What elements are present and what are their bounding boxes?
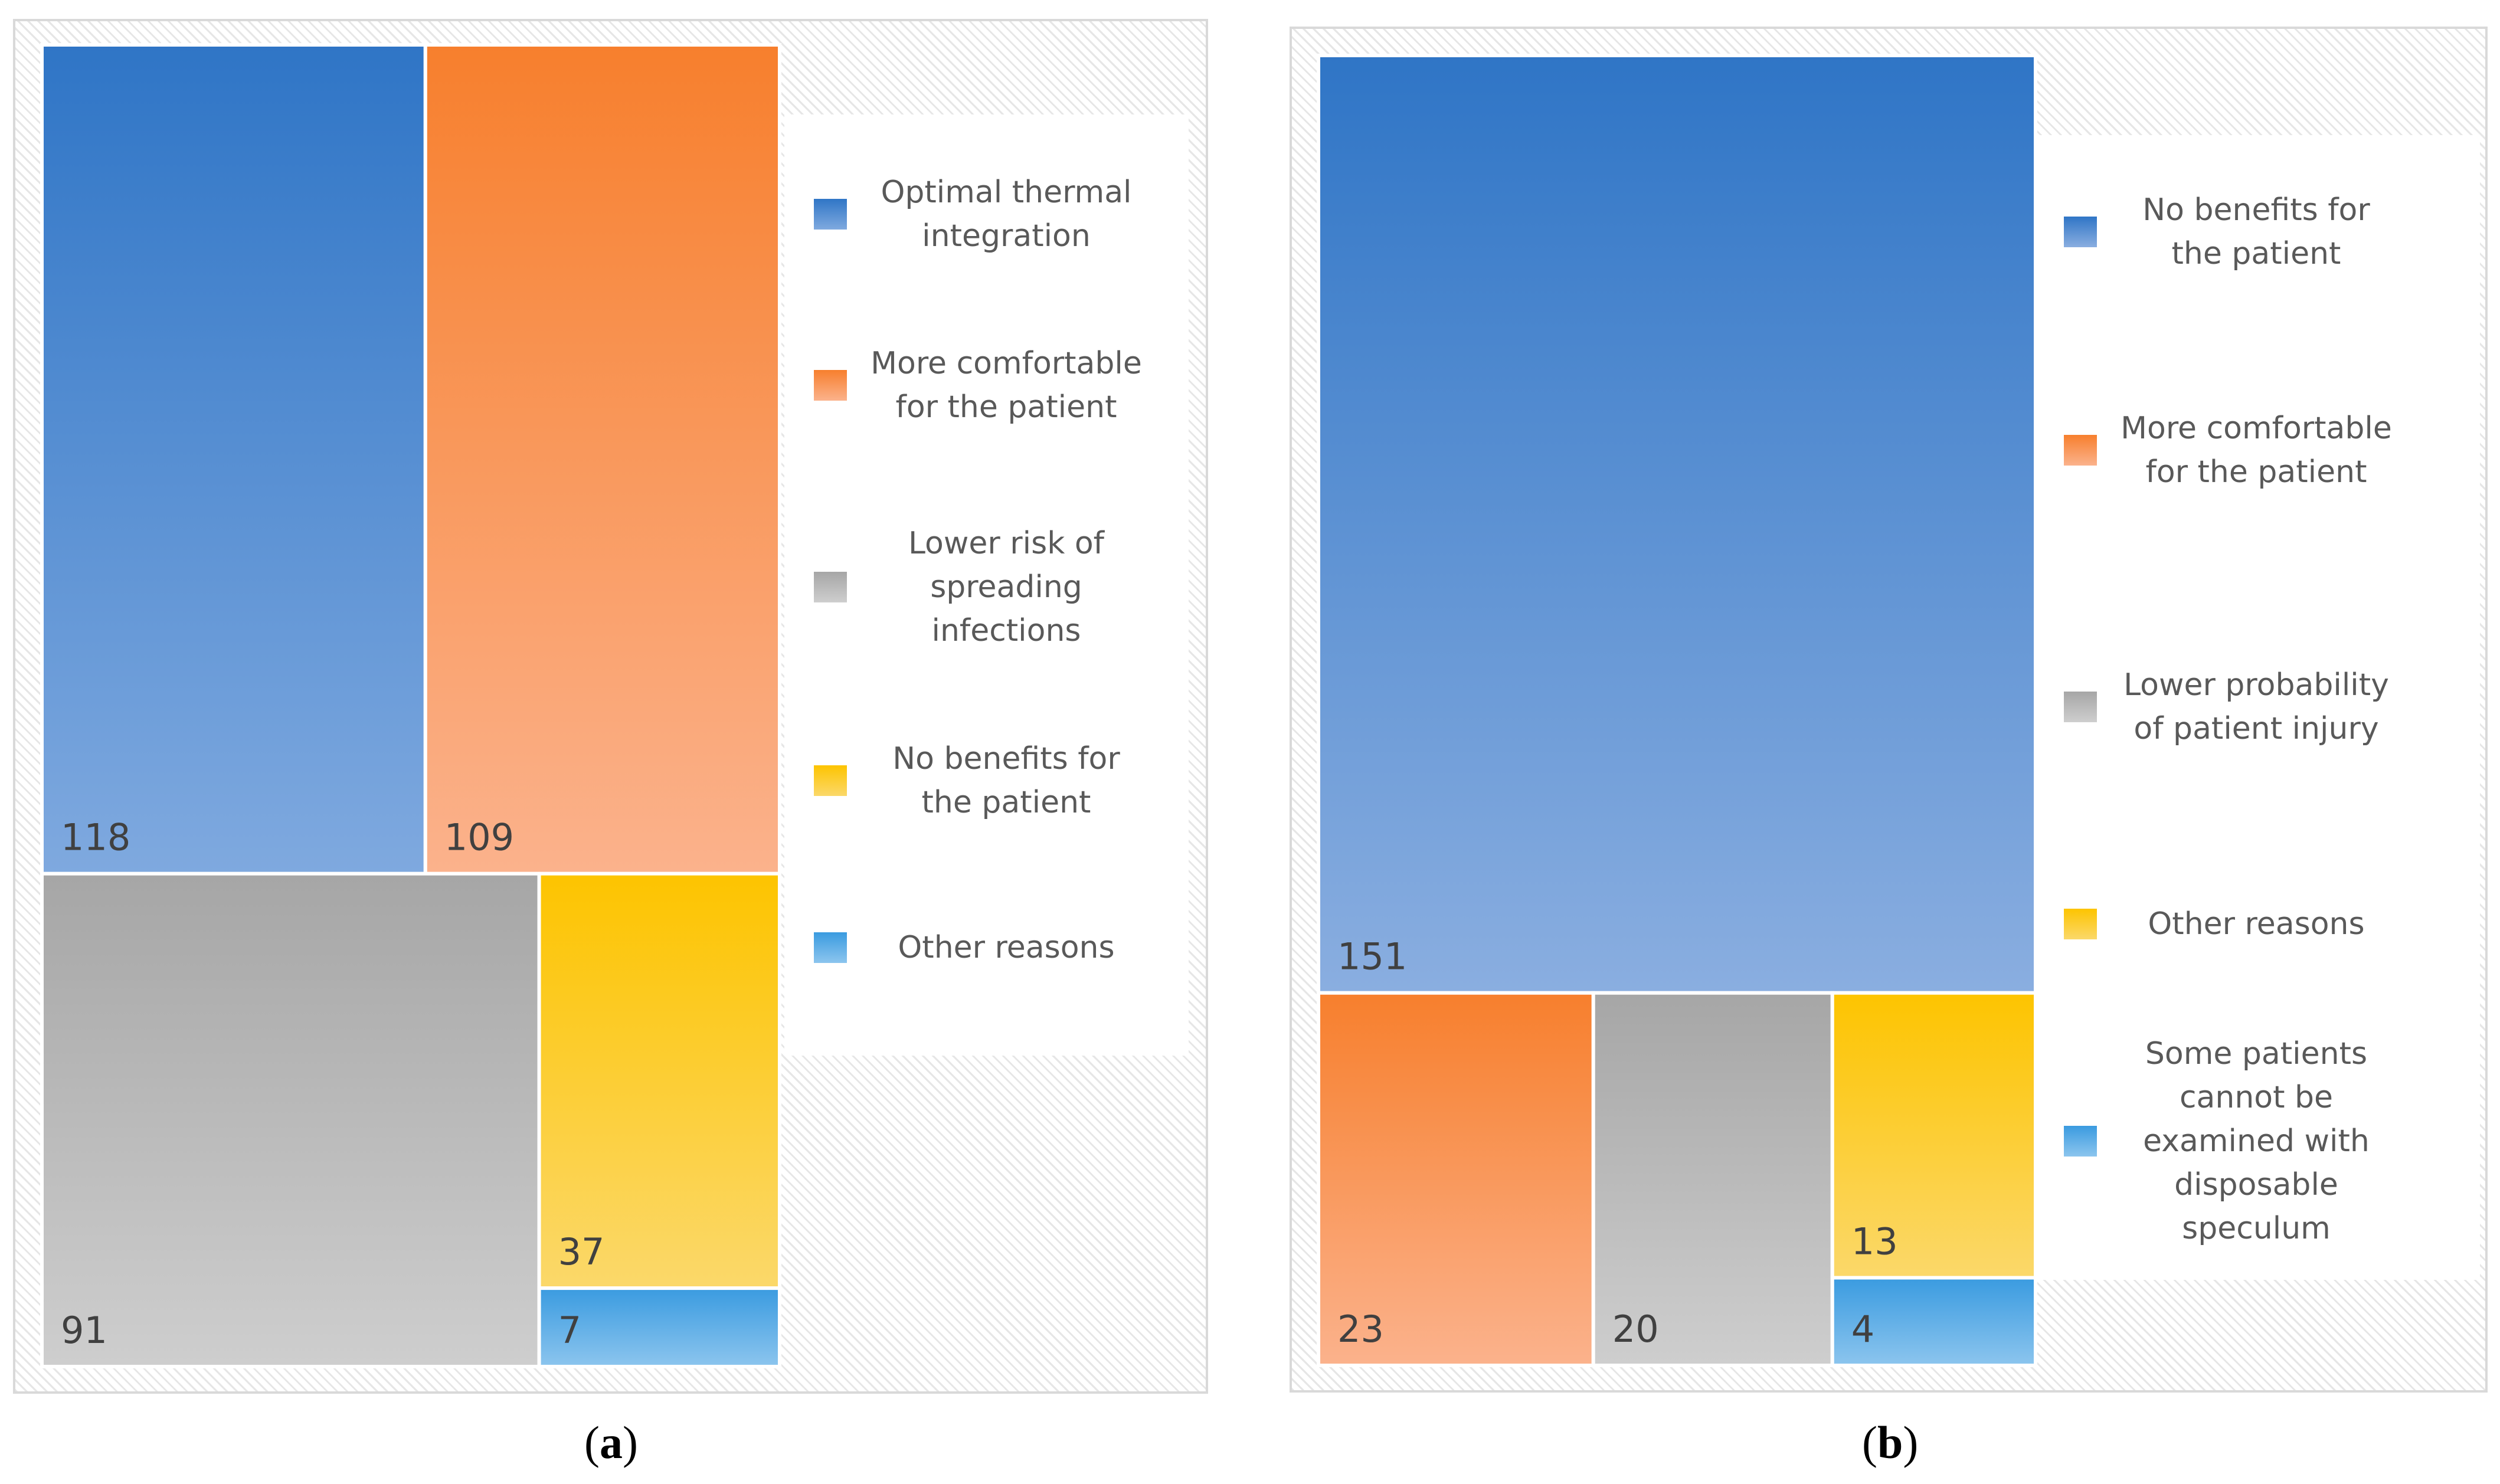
legend-label: Other reasons	[898, 930, 1115, 965]
legend-b-item-4: Some patients cannot be examined with di…	[2034, 1032, 2480, 1250]
legend-swatch	[814, 199, 847, 230]
treemap-a-plot: 118 109 91 37 7	[40, 43, 781, 1369]
treemap-cell	[537, 872, 781, 1290]
legend-label: Other reasons	[2148, 906, 2365, 942]
treemap-cell	[537, 1286, 781, 1369]
legend-a-item-4: Other reasons	[784, 926, 1189, 969]
treemap-cell	[1830, 991, 2037, 1280]
treemap-value-label: 23	[1337, 1308, 1384, 1351]
legend-label: Lower risk of spreading infections	[908, 526, 1104, 648]
treemap-panel-b: 151 23 20 13 4 No benefits for the patient M…	[1290, 27, 2488, 1393]
legend-label: More comfortable for the patient	[871, 346, 1142, 425]
treemap-cell	[1830, 1276, 2037, 1367]
treemap-cell	[40, 872, 541, 1368]
legend-b-item-0: No benefits for the patient	[2034, 188, 2480, 276]
caption-b: (b)	[1862, 1417, 1919, 1468]
legend-swatch	[814, 932, 847, 963]
treemap-value-label: 109	[444, 816, 514, 859]
treemap-cell	[1317, 991, 1595, 1367]
legend-label: Optimal thermal integration	[881, 175, 1132, 254]
treemap-value-label: 118	[61, 816, 130, 859]
caption-a-letter: a	[599, 1417, 623, 1468]
legend-swatch	[814, 572, 847, 602]
legend-a: Optimal thermal integration More comfort…	[784, 114, 1189, 1056]
legend-swatch	[2064, 909, 2097, 939]
treemap-panel-a: 118 109 91 37 7 Optimal thermal integration …	[13, 19, 1208, 1394]
legend-b: No benefits for the patient More comfort…	[2034, 135, 2480, 1280]
legend-label: No benefits for the patient	[2142, 192, 2370, 271]
legend-a-item-2: Lower risk of spreading infections	[784, 522, 1189, 653]
treemap-value-label: 37	[558, 1230, 605, 1273]
legend-swatch	[814, 370, 847, 401]
treemap-value-label: 91	[61, 1309, 107, 1352]
caption-b-letter: b	[1877, 1417, 1903, 1468]
legend-label: More comfortable for the patient	[2121, 411, 2392, 490]
legend-a-item-3: No benefits for the patient	[784, 737, 1189, 824]
legend-swatch	[814, 765, 847, 796]
legend-label: Some patients cannot be examined with di…	[2143, 1036, 2370, 1246]
legend-a-item-0: Optimal thermal integration	[784, 171, 1189, 258]
treemap-cell	[1317, 54, 2037, 995]
treemap-value-label: 20	[1612, 1308, 1659, 1351]
legend-label: No benefits for the patient	[892, 741, 1120, 820]
legend-swatch	[2064, 435, 2097, 466]
treemap-cell	[1591, 991, 1834, 1367]
legend-b-item-2: Lower probability of patient injury	[2034, 663, 2480, 751]
treemap-b-plot: 151 23 20 13 4	[1317, 54, 2037, 1367]
treemap-value-label: 13	[1851, 1220, 1898, 1263]
legend-a-item-1: More comfortable for the patient	[784, 342, 1189, 429]
treemap-cell	[40, 43, 427, 876]
legend-swatch	[2064, 1126, 2097, 1157]
treemap-value-label: 151	[1337, 935, 1407, 978]
legend-swatch	[2064, 217, 2097, 247]
treemap-cell	[423, 43, 781, 876]
legend-swatch	[2064, 692, 2097, 722]
caption-a: (a)	[584, 1417, 638, 1468]
treemap-value-label: 4	[1851, 1308, 1874, 1351]
treemap-value-label: 7	[558, 1309, 581, 1352]
legend-b-item-3: Other reasons	[2034, 902, 2480, 946]
legend-label: Lower probability of patient injury	[2123, 667, 2389, 746]
legend-b-item-1: More comfortable for the patient	[2034, 407, 2480, 494]
